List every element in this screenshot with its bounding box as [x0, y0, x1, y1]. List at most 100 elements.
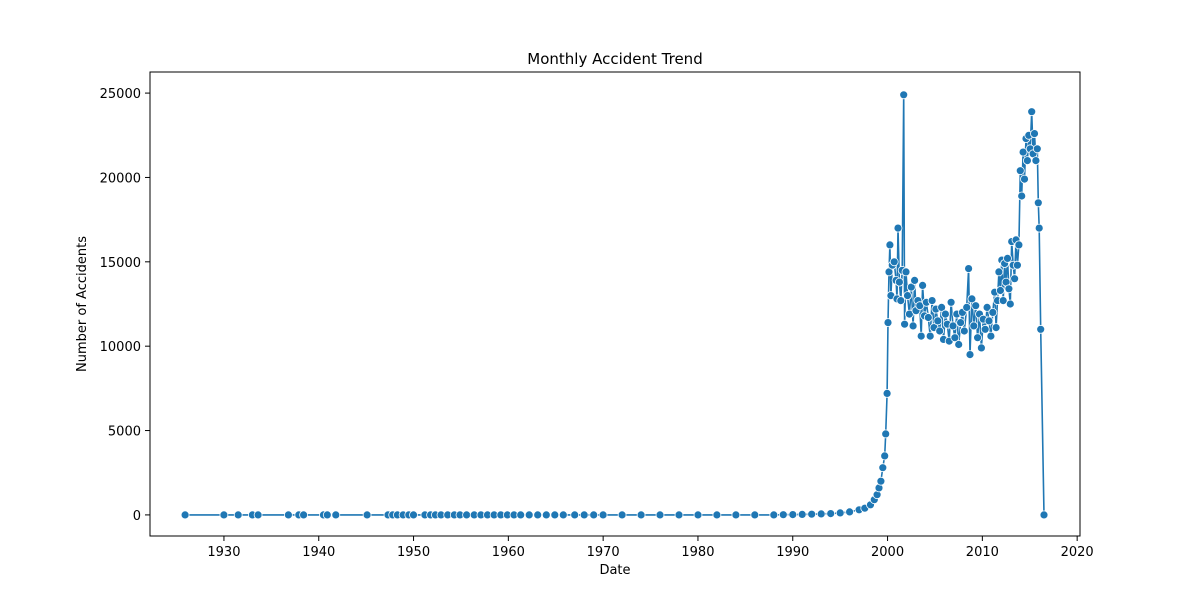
data-point — [889, 257, 899, 267]
data-point — [965, 350, 975, 360]
data-point — [1030, 129, 1039, 139]
data-point — [409, 510, 418, 520]
data-point — [984, 316, 994, 326]
data-point — [219, 510, 229, 520]
y-tick-label: 20000 — [100, 171, 141, 186]
data-point — [1018, 147, 1028, 157]
data-point — [617, 510, 627, 520]
data-point — [322, 510, 332, 520]
data-point — [579, 510, 589, 520]
data-point — [901, 267, 911, 277]
data-point — [558, 510, 568, 520]
data-point — [937, 302, 946, 312]
data-point — [516, 510, 526, 520]
data-point — [967, 294, 977, 304]
data-point — [693, 510, 703, 520]
data-point — [1031, 156, 1041, 166]
data-point — [769, 510, 779, 520]
data-point — [1036, 324, 1046, 334]
data-point — [998, 296, 1008, 306]
data-point — [1017, 191, 1027, 201]
data-point — [712, 510, 722, 520]
data-point — [883, 318, 893, 328]
data-point — [331, 510, 341, 520]
x-tick-label: 1980 — [681, 545, 714, 560]
data-point — [807, 509, 817, 519]
chart-title: Monthly Accident Trend — [527, 50, 702, 68]
data-point — [1034, 223, 1044, 233]
data-point — [982, 302, 992, 312]
x-tick-label: 1970 — [587, 545, 620, 560]
y-tick-label: 5000 — [108, 425, 141, 440]
data-point — [816, 509, 826, 519]
series-line — [185, 94, 1045, 516]
data-point — [598, 510, 608, 520]
y-tick-label: 10000 — [100, 340, 141, 355]
data-point — [1027, 107, 1037, 117]
data-point — [550, 510, 560, 520]
data-point — [991, 323, 1001, 333]
data-point — [973, 333, 982, 343]
x-tick-label: 1940 — [302, 545, 335, 560]
data-point — [731, 510, 741, 520]
data-point — [893, 223, 903, 233]
data-point — [980, 324, 990, 334]
data-point — [876, 476, 886, 486]
data-point — [533, 510, 543, 520]
data-point — [1032, 144, 1042, 154]
data-point — [636, 510, 646, 520]
data-point — [655, 510, 665, 520]
data-point — [524, 510, 534, 520]
data-point — [233, 510, 243, 520]
data-point — [923, 313, 933, 322]
data-point — [954, 340, 964, 349]
data-point — [362, 510, 372, 520]
data-point — [1020, 174, 1029, 184]
data-point — [950, 333, 960, 343]
data-point — [908, 321, 918, 331]
data-point — [1005, 299, 1015, 309]
data-point — [882, 388, 892, 398]
data-point — [916, 331, 926, 341]
data-point — [1013, 260, 1022, 270]
data-point — [996, 286, 1005, 295]
data-point — [900, 319, 909, 329]
data-point — [1015, 166, 1025, 176]
data-point — [1023, 156, 1032, 166]
x-tick-label: 1960 — [492, 545, 525, 560]
data-point — [283, 510, 293, 520]
x-tick-label: 1950 — [397, 545, 430, 560]
data-point — [1004, 284, 1014, 294]
data-point — [253, 510, 263, 520]
data-point — [541, 510, 551, 520]
data-point — [589, 510, 599, 520]
data-point — [986, 331, 996, 341]
data-point — [462, 510, 472, 520]
data-point — [788, 510, 798, 519]
data-point — [826, 509, 836, 518]
data-point — [910, 275, 919, 285]
data-point — [299, 510, 309, 520]
data-point — [896, 296, 906, 306]
y-tick-label: 15000 — [100, 256, 141, 271]
data-point — [835, 508, 845, 518]
y-tick-label: 25000 — [100, 87, 141, 102]
y-axis-label: Number of Accidents — [75, 236, 90, 372]
data-point — [964, 264, 973, 274]
x-tick-label: 1990 — [776, 545, 809, 560]
data-point — [925, 331, 935, 341]
data-point — [903, 291, 912, 301]
data-point — [880, 451, 890, 461]
data-point — [941, 309, 950, 319]
x-tick-label: 2020 — [1061, 545, 1094, 560]
data-point — [180, 510, 190, 520]
data-point — [933, 316, 943, 326]
data-point — [895, 277, 904, 287]
x-tick-label: 2000 — [871, 545, 904, 560]
x-tick-label: 2010 — [966, 545, 999, 560]
data-point — [1010, 274, 1019, 284]
data-point — [881, 429, 891, 439]
y-axis-ticks: 0 5000 10000 15000 20000 25000 — [100, 87, 150, 524]
